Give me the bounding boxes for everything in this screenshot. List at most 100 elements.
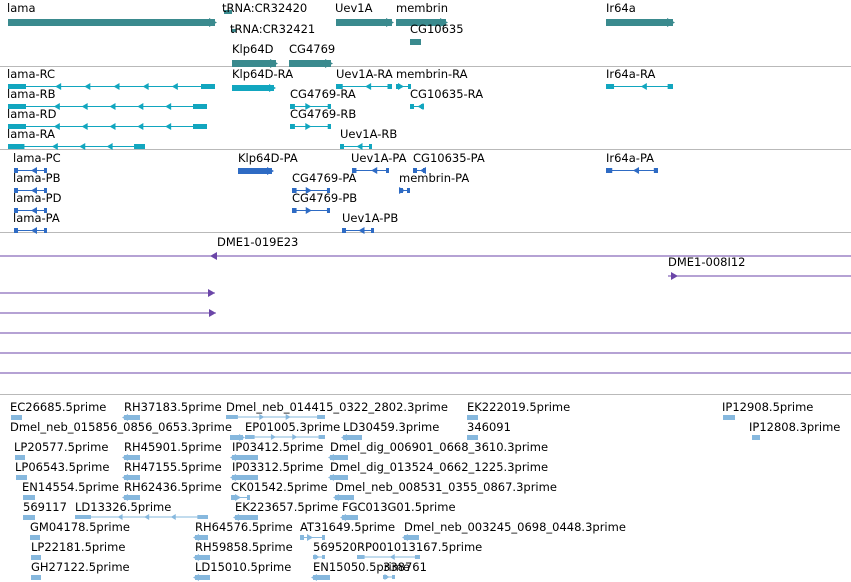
- feature-lama-pd[interactable]: lama-PD: [13, 191, 62, 214]
- feature-glyph[interactable]: [232, 455, 258, 460]
- feature-rh37183-5prime[interactable]: RH37183.5prime: [122, 400, 222, 421]
- feature-rh47155-5prime[interactable]: RH47155.5prime: [122, 460, 222, 481]
- feature-rp001013167-5prime[interactable]: RP001013167.5prime: [357, 540, 482, 560]
- feature-dmel-dig-013524-0662-1225-3prime[interactable]: Dmel_dig_013524_0662_1225.3prime: [328, 460, 548, 481]
- feature-uev1a-pb[interactable]: Uev1A-PB: [342, 211, 398, 234]
- feature-dmel-neb-014415-0322-2802-3prime[interactable]: Dmel_neb_014415_0322_2802.3prime: [226, 400, 448, 420]
- feature-glyph[interactable]: [23, 515, 35, 520]
- feature-glyph[interactable]: [342, 515, 358, 520]
- feature-glyph[interactable]: [8, 19, 215, 26]
- feature-uev1a[interactable]: Uev1A: [335, 1, 394, 27]
- feature-569117[interactable]: 569117: [23, 500, 67, 520]
- feature-glyph[interactable]: [330, 475, 348, 480]
- feature-glyph[interactable]: [124, 415, 140, 420]
- feature-glyph[interactable]: [235, 515, 258, 520]
- feature-cg4769-pa[interactable]: CG4769-PA: [292, 171, 357, 194]
- feature-glyph[interactable]: [467, 415, 478, 420]
- feature-ip03412-5prime[interactable]: IP03412.5prime: [230, 440, 323, 461]
- feature-glyph[interactable]: [31, 555, 41, 560]
- feature-klp64d[interactable]: Klp64D: [232, 42, 278, 68]
- feature-at31649-5prime[interactable]: AT31649.5prime: [300, 520, 395, 541]
- feature-lama-rc[interactable]: lama-RC: [7, 67, 215, 90]
- feature-glyph[interactable]: [723, 415, 735, 420]
- feature-569520[interactable]: 569520: [313, 540, 357, 560]
- feature-dmel-neb-003245-0698-0448-3prime[interactable]: Dmel_neb_003245_0698_0448.3prime: [402, 520, 626, 541]
- feature-rh64576-5prime[interactable]: RH64576.5prime: [193, 520, 293, 541]
- feature-glyph[interactable]: [16, 475, 27, 480]
- feature-lp06543-5prime[interactable]: LP06543.5prime: [15, 460, 109, 480]
- feature-glyph[interactable]: [11, 415, 22, 420]
- feature-gm04178-5prime[interactable]: GM04178.5prime: [30, 520, 130, 540]
- feature-fgc013g01-5prime[interactable]: FGC013G01.5prime: [340, 500, 456, 521]
- feature-glyph[interactable]: [335, 495, 354, 500]
- feature-lama-pc[interactable]: lama-PC: [13, 151, 61, 174]
- feature-glyph[interactable]: [195, 555, 210, 560]
- feature-338761[interactable]: 338761: [383, 560, 427, 580]
- feature-rh59858-5prime[interactable]: RH59858.5prime: [193, 540, 293, 561]
- feature-ep01005-3prime[interactable]: EP01005.3prime: [245, 420, 340, 440]
- feature-ip12808-3prime[interactable]: IP12808.3prime: [749, 420, 840, 440]
- feature-trna-cr32421[interactable]: tRNA:CR32421: [230, 22, 315, 36]
- clone-row[interactable]: [0, 309, 216, 317]
- feature-uev1a-pa[interactable]: Uev1A-PA: [351, 151, 407, 174]
- feature-lama-pa[interactable]: lama-PA: [13, 211, 60, 234]
- feature-glyph[interactable]: [15, 455, 25, 460]
- feature-glyph[interactable]: [124, 495, 140, 500]
- feature-glyph[interactable]: [232, 85, 274, 91]
- feature-cg10635[interactable]: CG10635: [410, 22, 464, 45]
- feature-membrin-pa[interactable]: membrin-PA: [399, 171, 469, 194]
- feature-ek223657-5prime[interactable]: EK223657.5prime: [233, 500, 338, 521]
- feature-ir64a-ra[interactable]: Ir64a-RA: [606, 67, 673, 90]
- feature-en14554-5prime[interactable]: EN14554.5prime: [22, 480, 119, 500]
- feature-uev1a-ra[interactable]: Uev1A-RA: [336, 67, 393, 90]
- feature-glyph[interactable]: [467, 435, 478, 440]
- feature-ir64a-pa[interactable]: Ir64a-PA: [606, 151, 658, 174]
- feature-ek222019-5prime[interactable]: EK222019.5prime: [467, 400, 570, 420]
- feature-dmel-neb-008531-0355-0867-3prime[interactable]: Dmel_neb_008531_0355_0867.3prime: [333, 480, 557, 501]
- feature-cg10635-pa[interactable]: CG10635-PA: [413, 151, 485, 174]
- feature-lama-rd[interactable]: lama-RD: [7, 107, 207, 130]
- feature-glyph[interactable]: [124, 455, 140, 460]
- feature-lp20577-5prime[interactable]: LP20577.5prime: [14, 440, 108, 460]
- feature-346091[interactable]: 346091: [467, 420, 511, 440]
- feature-glyph[interactable]: [752, 435, 760, 440]
- feature-glyph[interactable]: [30, 535, 40, 540]
- feature-glyph[interactable]: [238, 168, 272, 174]
- feature-ld13326-5prime[interactable]: LD13326.5prime: [75, 500, 208, 520]
- feature-ck01542-5prime[interactable]: CK01542.5prime: [231, 480, 328, 501]
- feature-glyph[interactable]: [289, 60, 331, 67]
- feature-dmel-neb-015856-0856-0653-3prime[interactable]: Dmel_neb_015856_0856_0653.3prime: [10, 420, 245, 441]
- feature-glyph[interactable]: [232, 60, 276, 67]
- feature-ir64a[interactable]: Ir64a: [606, 1, 675, 27]
- feature-lama-rb[interactable]: lama-RB: [7, 87, 207, 110]
- feature-dme1-008i12[interactable]: DME1-008I12: [668, 255, 851, 280]
- feature-ld15010-5prime[interactable]: LD15010.5prime: [193, 560, 291, 581]
- feature-lama-pb[interactable]: lama-PB: [13, 171, 61, 194]
- feature-glyph[interactable]: [232, 29, 236, 32]
- feature-klp64d-ra[interactable]: Klp64D-RA: [232, 67, 293, 92]
- feature-glyph[interactable]: [313, 575, 330, 580]
- feature-lp22181-5prime[interactable]: LP22181.5prime: [31, 540, 125, 560]
- feature-rh62436-5prime[interactable]: RH62436.5prime: [122, 480, 222, 501]
- feature-membrin[interactable]: membrin: [396, 1, 448, 27]
- feature-ip03312-5prime[interactable]: IP03312.5prime: [230, 460, 323, 481]
- feature-glyph[interactable]: [232, 475, 258, 480]
- feature-dme1-019e23[interactable]: DME1-019E23: [0, 235, 851, 260]
- feature-cg4769-ra[interactable]: CG4769-RA: [290, 87, 356, 110]
- feature-klp64d-pa[interactable]: Klp64D-PA: [238, 151, 298, 175]
- feature-glyph[interactable]: [230, 435, 243, 440]
- feature-glyph[interactable]: [195, 575, 210, 580]
- feature-glyph[interactable]: [124, 475, 140, 480]
- feature-glyph[interactable]: [195, 535, 208, 540]
- feature-glyph[interactable]: [404, 535, 419, 540]
- feature-uev1a-rb[interactable]: Uev1A-RB: [340, 127, 397, 150]
- feature-glyph[interactable]: [330, 455, 348, 460]
- feature-glyph[interactable]: [336, 19, 392, 26]
- feature-membrin-ra[interactable]: membrin-RA: [396, 67, 468, 90]
- feature-cg4769[interactable]: CG4769: [289, 42, 335, 68]
- feature-ec26685-5prime[interactable]: EC26685.5prime: [10, 400, 106, 420]
- feature-glyph[interactable]: [410, 39, 421, 45]
- feature-en15050-5prime[interactable]: EN15050.5prime: [311, 560, 410, 581]
- feature-dmel-dig-006901-0668-3610-3prime[interactable]: Dmel_dig_006901_0668_3610.3prime: [328, 440, 548, 461]
- feature-rh45901-5prime[interactable]: RH45901.5prime: [122, 440, 222, 461]
